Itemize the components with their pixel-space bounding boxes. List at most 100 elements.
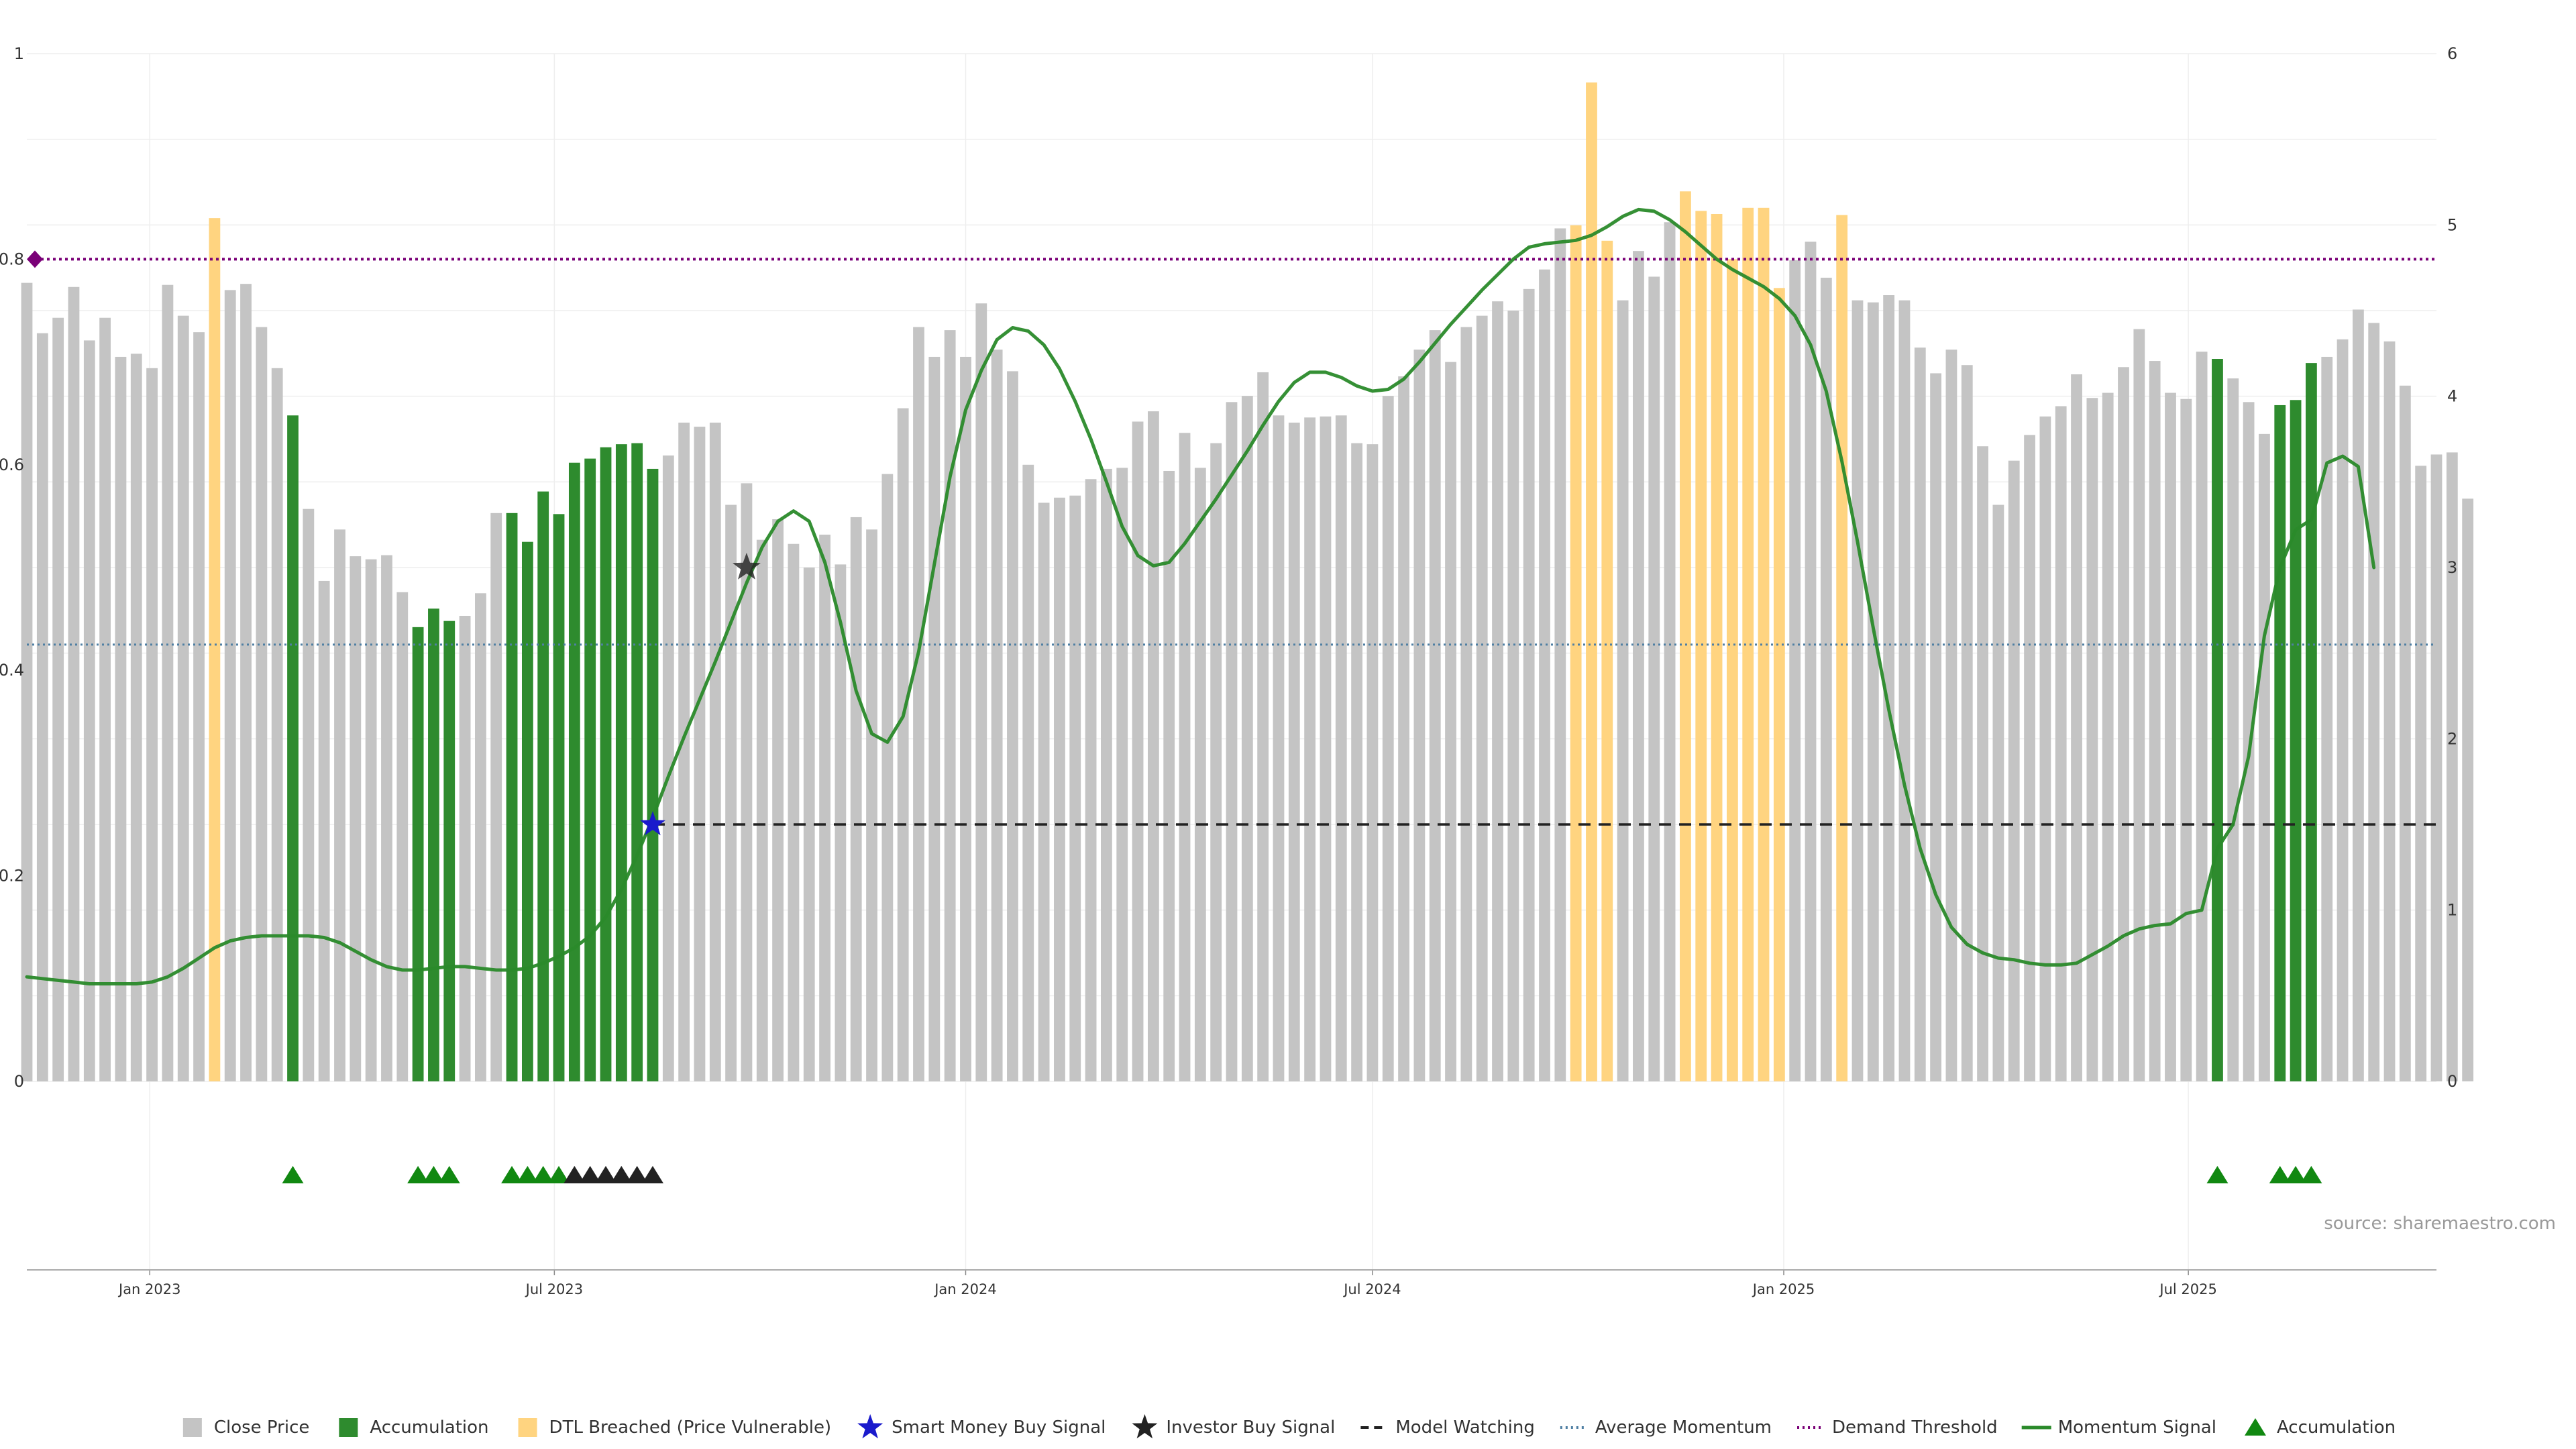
accumulation-marker <box>517 1166 539 1183</box>
close-price-bar <box>1492 301 1503 1081</box>
accumulation-bar <box>647 468 659 1081</box>
dtl-breached-bar <box>1680 191 1691 1082</box>
close-price-bar <box>2337 339 2349 1081</box>
dtl-breached-bar <box>1836 215 1848 1082</box>
x-tick-label: Jul 2024 <box>1342 1281 1401 1297</box>
close-price-bar <box>2399 385 2411 1082</box>
y-left-tick-label: 0.4 <box>0 661 24 680</box>
investor-marker <box>564 1166 586 1183</box>
dtl-breached-bar <box>1726 259 1738 1081</box>
close-price-bar <box>2368 323 2380 1081</box>
close-price-bar <box>334 529 345 1081</box>
close-price-bar <box>1883 295 1895 1081</box>
close-price-bar <box>1507 311 1519 1081</box>
accumulation-bar <box>537 491 549 1081</box>
close-price-bar <box>881 474 894 1081</box>
close-price-bar <box>803 568 815 1081</box>
close-price-bar <box>1210 443 1222 1081</box>
close-price-bar <box>756 539 768 1081</box>
y-right-tick-label: 6 <box>2447 44 2457 63</box>
close-price-bar <box>459 616 471 1081</box>
x-tick-label: Jul 2023 <box>525 1281 583 1297</box>
dtl-breached-bar <box>1742 207 1754 1081</box>
accumulation-marker <box>423 1166 445 1183</box>
close-price-bar <box>1179 433 1191 1081</box>
close-price-bar <box>866 529 877 1081</box>
close-price-bar <box>1413 350 1426 1081</box>
close-price-bar <box>2165 392 2176 1081</box>
accumulation-bar <box>553 514 565 1081</box>
close-price-bar <box>2180 398 2192 1081</box>
close-price-bar <box>271 368 283 1081</box>
y-left-tick-label: 0.8 <box>0 250 24 268</box>
close-price-bar <box>115 356 127 1082</box>
accumulation-bar <box>2290 400 2302 1081</box>
close-price-bar <box>1304 417 1316 1081</box>
close-price-bar <box>1101 468 1112 1081</box>
accumulation-marker <box>2269 1166 2291 1183</box>
legend-triangle-acc_marker <box>2244 1418 2266 1436</box>
legend-swatch-close <box>182 1418 202 1437</box>
close-price-bar <box>1351 443 1362 1081</box>
close-price-bar <box>1288 422 1300 1081</box>
close-price-bar <box>1460 327 1472 1082</box>
close-price-bar <box>2259 433 2270 1081</box>
close-price-bar <box>2118 367 2129 1081</box>
close-price-bar <box>193 332 205 1081</box>
close-price-bar <box>1069 495 1081 1081</box>
close-price-bar <box>928 356 941 1082</box>
investor-marker <box>610 1166 633 1183</box>
close-price-bar <box>1977 446 1988 1081</box>
close-price-bar <box>1898 300 1911 1082</box>
dtl-breached-bar <box>1711 213 1723 1082</box>
close-price-bar <box>130 354 142 1081</box>
close-price-bar <box>83 340 95 1082</box>
legend-star-smart_money <box>857 1414 883 1439</box>
close-price-bar <box>2321 356 2333 1082</box>
close-price-bar <box>1664 222 1676 1081</box>
close-price-bar <box>1116 468 1128 1081</box>
accumulation-marker <box>548 1166 570 1183</box>
close-price-bar <box>1648 276 1660 1082</box>
close-price-bar <box>835 564 847 1081</box>
close-price-bar <box>2430 454 2443 1081</box>
accumulation-bar <box>412 627 424 1081</box>
accumulation-bar <box>2274 405 2286 1081</box>
x-tick-label: Jul 2025 <box>2158 1281 2216 1297</box>
close-price-bar <box>256 327 268 1082</box>
accumulation-marker <box>282 1166 304 1183</box>
close-price-bar <box>365 559 377 1081</box>
close-price-bar <box>162 284 174 1082</box>
close-price-bar <box>2227 378 2239 1081</box>
close-price-bar <box>1945 350 1957 1081</box>
close-price-bar <box>1022 464 1034 1081</box>
close-price-bar <box>1320 416 1332 1081</box>
close-price-bar <box>1366 444 1379 1081</box>
close-price-bar <box>1398 376 1409 1081</box>
signal-lines <box>25 207 2436 985</box>
y-right-tick-label: 1 <box>2447 901 2457 920</box>
close-price-bar <box>772 519 784 1081</box>
close-price-bar <box>1147 411 1159 1081</box>
accumulation-marker <box>501 1166 523 1183</box>
close-price-bar <box>2383 341 2396 1082</box>
close-price-bar <box>1851 300 1864 1082</box>
accumulation-marker <box>2300 1166 2322 1183</box>
close-price-bar <box>1038 502 1050 1081</box>
close-price-bar <box>991 350 1003 1081</box>
accumulation-bar <box>506 513 518 1081</box>
accumulation-marker <box>2285 1166 2307 1183</box>
legend-label: Average Momentum <box>1595 1417 1772 1438</box>
close-price-bar <box>1226 402 1238 1081</box>
legend-label: Smart Money Buy Signal <box>892 1417 1106 1438</box>
close-price-bar <box>960 356 971 1082</box>
y-right-tick-label: 4 <box>2447 387 2457 406</box>
close-price-bar <box>944 330 956 1081</box>
close-price-bar <box>1523 288 1535 1081</box>
close-price-bar <box>2446 452 2458 1081</box>
close-price-bar <box>2039 416 2051 1081</box>
close-price-bar <box>1992 504 2004 1081</box>
close-price-bar <box>2149 361 2161 1081</box>
dtl-breached-bar <box>1773 288 1785 1081</box>
y-right-tick-label: 2 <box>2447 729 2457 748</box>
